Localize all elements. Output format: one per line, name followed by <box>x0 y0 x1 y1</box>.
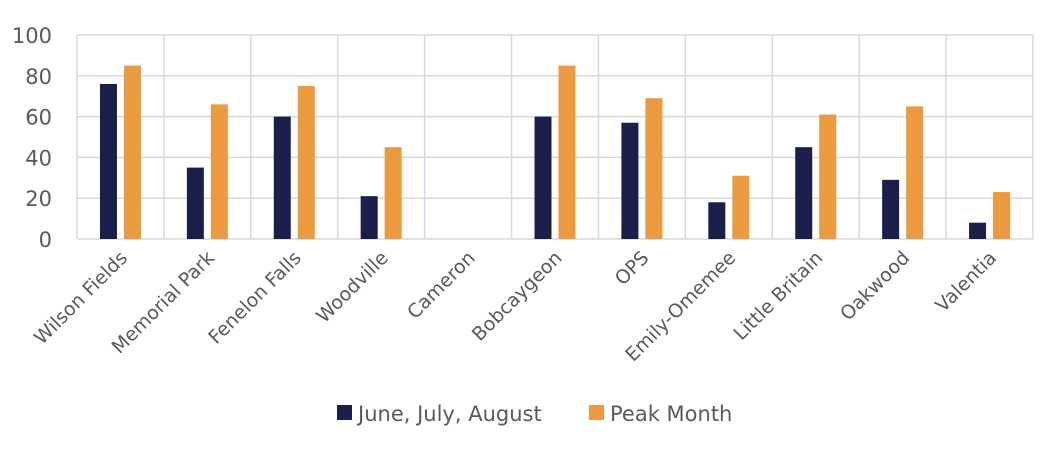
legend-label: June, July, August <box>356 402 542 426</box>
y-tick-label: 60 <box>25 106 52 130</box>
bar-jja <box>708 202 726 239</box>
bar-jja <box>360 196 378 239</box>
legend: June, July, August Peak Month <box>337 402 732 426</box>
x-tick-label: OPS <box>611 247 654 290</box>
y-tick-label: 80 <box>25 65 52 89</box>
bar-peak <box>906 106 924 240</box>
bar-peak <box>819 114 837 239</box>
bar-peak <box>645 98 663 240</box>
bar-jja <box>969 222 987 239</box>
bar-jja <box>534 116 552 239</box>
bar-peak <box>558 65 576 239</box>
bar-peak <box>384 147 402 239</box>
bar-peak <box>210 104 228 239</box>
bar-peak <box>123 65 141 239</box>
y-tick-label: 0 <box>39 228 52 252</box>
x-tick-label: Fenelon Falls <box>204 247 306 349</box>
y-tick-label: 100 <box>12 24 52 48</box>
x-tick-label: Cameron <box>403 247 479 323</box>
bar-jja <box>795 147 813 239</box>
bar-peak <box>993 192 1011 239</box>
legend-label: Peak Month <box>610 402 732 426</box>
x-tick-label: Valentia <box>931 247 1001 317</box>
legend-swatch <box>589 405 604 420</box>
grid <box>76 34 1034 240</box>
bar-jja <box>273 116 291 239</box>
y-tick-label: 20 <box>25 187 52 211</box>
bar-jja <box>621 122 639 239</box>
bar-jja <box>882 179 900 239</box>
y-axis: 0 20 40 60 80 100 <box>12 24 52 252</box>
x-tick-label: Bobcaygeon <box>468 247 567 346</box>
x-tick-label: Oakwood <box>836 247 914 325</box>
bar-jja <box>186 167 204 239</box>
legend-swatch <box>337 405 352 420</box>
bar-peak <box>297 86 315 239</box>
bars <box>99 65 1011 240</box>
x-tick-label: Little Britain <box>729 247 827 345</box>
y-tick-label: 40 <box>25 146 52 170</box>
bar-peak <box>732 175 750 239</box>
bar-jja <box>99 83 117 240</box>
x-tick-label: Woodville <box>312 247 392 327</box>
